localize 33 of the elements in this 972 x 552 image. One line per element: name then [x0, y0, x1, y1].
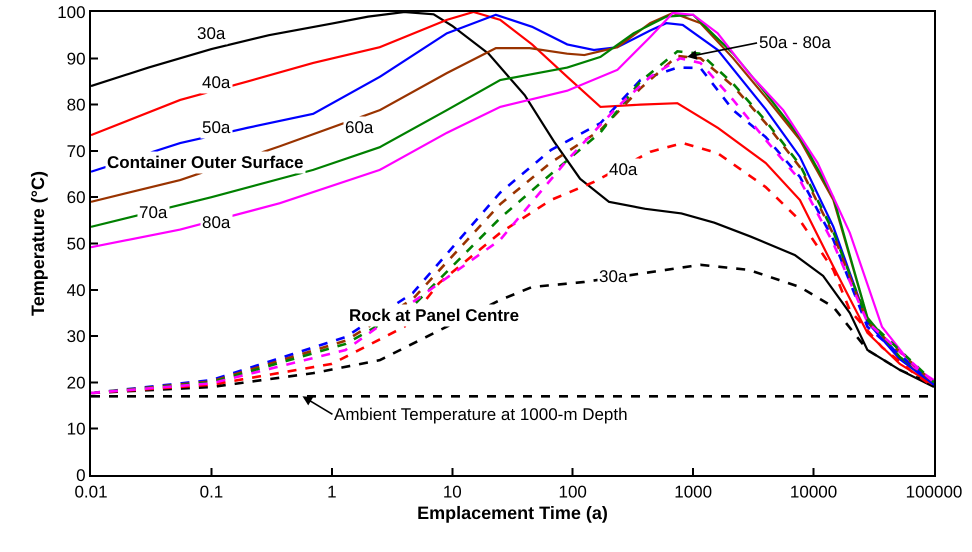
- annotation: Rock at Panel Centre: [349, 306, 520, 325]
- annotation: Ambient Temperature at 1000-m Depth: [334, 405, 628, 424]
- y-tick-label: 40: [66, 280, 86, 300]
- y-tick-label: 50: [66, 234, 86, 254]
- x-axis-title: Emplacement Time (a): [417, 503, 608, 523]
- y-tick-label: 0: [76, 466, 86, 485]
- y-tick-label: 30: [66, 327, 86, 346]
- annotation: 40a: [609, 160, 638, 179]
- y-tick-label: 80: [66, 96, 86, 115]
- series-label: 40a: [202, 73, 231, 92]
- x-tick-label: 1000: [674, 482, 712, 502]
- y-axis-title: Temperature (°C): [28, 171, 48, 316]
- series-label: 60a: [345, 118, 374, 137]
- y-tick-label: 10: [66, 420, 86, 439]
- x-tick-label: 1: [327, 482, 337, 502]
- x-tick-label: 0.1: [200, 482, 224, 502]
- y-tick-label: 70: [66, 142, 86, 161]
- y-tick-label: 90: [66, 49, 86, 68]
- x-tick-label: 10: [442, 482, 462, 502]
- x-tick-label: 100: [558, 482, 587, 502]
- y-tick-label: 20: [66, 373, 86, 392]
- annotation: 30a: [599, 267, 628, 286]
- series-label: 70a: [139, 203, 168, 222]
- y-tick-label: 60: [66, 188, 86, 208]
- series-label: 80a: [202, 213, 231, 232]
- series-label: 50a: [202, 118, 231, 137]
- x-tick-label: 100000: [906, 482, 962, 502]
- y-tick-label: 100: [57, 2, 86, 22]
- x-tick-label: 0.01: [74, 482, 108, 502]
- annotation: 50a - 80a: [759, 33, 832, 52]
- series-label: 30a: [197, 24, 226, 43]
- x-tick-label: 10000: [790, 482, 838, 502]
- annotation: Container Outer Surface: [107, 153, 304, 172]
